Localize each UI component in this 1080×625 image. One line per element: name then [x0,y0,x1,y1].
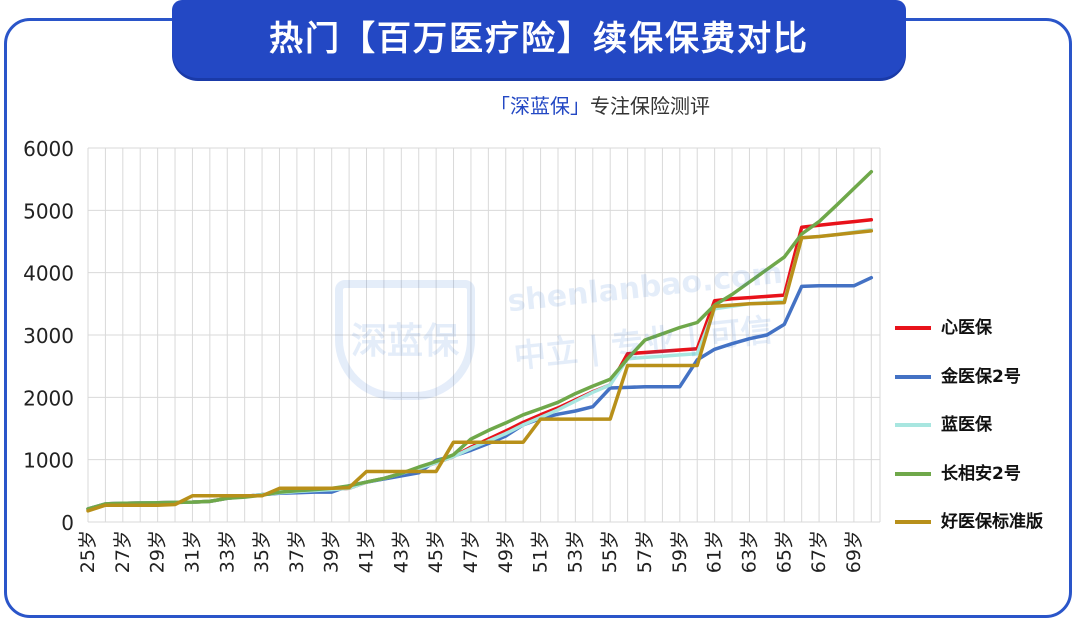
x-tick-label: 65岁 [773,530,795,573]
legend-swatch [895,471,931,476]
legend-item: 蓝医保 [895,413,1070,462]
subtitle-text: 专注保险测评 [590,94,710,118]
legend-swatch [895,423,931,427]
chart-legend: 心医保金医保2号蓝医保长相安2号好医保标准版 [895,316,1070,559]
x-tick-label: 41岁 [356,530,378,573]
series-line-4 [86,169,874,511]
series-line-2 [86,275,874,511]
x-tick-label: 51岁 [530,530,552,573]
x-tick-label: 61岁 [704,530,726,573]
x-tick-label: 55岁 [599,530,621,573]
x-tick-label: 49岁 [495,530,517,573]
series-line-5 [86,229,874,513]
title-banner [172,0,906,78]
x-tick-label: 67岁 [808,530,830,573]
x-tick-label: 63岁 [738,530,760,573]
y-tick-label: 4000 [23,262,74,286]
x-tick-label: 47岁 [460,530,482,573]
x-tick-label: 37岁 [286,530,308,573]
x-tick-label: 33岁 [216,530,238,573]
x-tick-label: 59岁 [669,530,691,573]
chart-frame [4,18,1072,618]
y-tick-label: 3000 [23,324,74,348]
legend-item: 金医保2号 [895,365,1070,414]
legend-swatch [895,520,931,524]
x-tick-label: 53岁 [564,530,586,573]
x-tick-label: 43岁 [390,530,412,573]
chart-title: 热门【百万医疗险】续保保费对比 [269,19,809,59]
x-tick-label: 29岁 [147,530,169,573]
series-line-1 [86,217,874,511]
y-tick-label: 1000 [23,449,74,473]
legend-item: 长相安2号 [895,462,1070,511]
x-tick-label: 69岁 [843,530,865,573]
x-tick-label: 25岁 [77,530,99,573]
legend-label: 好医保标准版 [941,512,1043,532]
x-tick-label: 27岁 [112,530,134,573]
series-line-3 [86,227,874,511]
legend-item: 心医保 [895,316,1070,365]
x-tick-label: 31岁 [181,530,203,573]
x-tick-label: 35岁 [251,530,273,573]
legend-label: 蓝医保 [941,415,992,435]
legend-item: 好医保标准版 [895,510,1070,559]
subtitle-brand: 「深蓝保」 [490,94,590,118]
subtitle: 「深蓝保」专注保险测评 [0,90,1080,119]
x-tick-label: 57岁 [634,530,656,573]
legend-swatch [895,374,931,379]
y-tick-label: 2000 [23,386,74,410]
legend-label: 长相安2号 [941,463,1021,484]
y-tick-label: 0 [61,511,74,535]
y-tick-label: 6000 [23,137,74,161]
legend-label: 金医保2号 [941,366,1021,387]
y-tick-label: 5000 [23,199,74,223]
x-tick-label: 39岁 [321,530,343,573]
legend-swatch [895,326,931,330]
x-tick-label: 45岁 [425,530,447,573]
legend-label: 心医保 [941,318,992,338]
